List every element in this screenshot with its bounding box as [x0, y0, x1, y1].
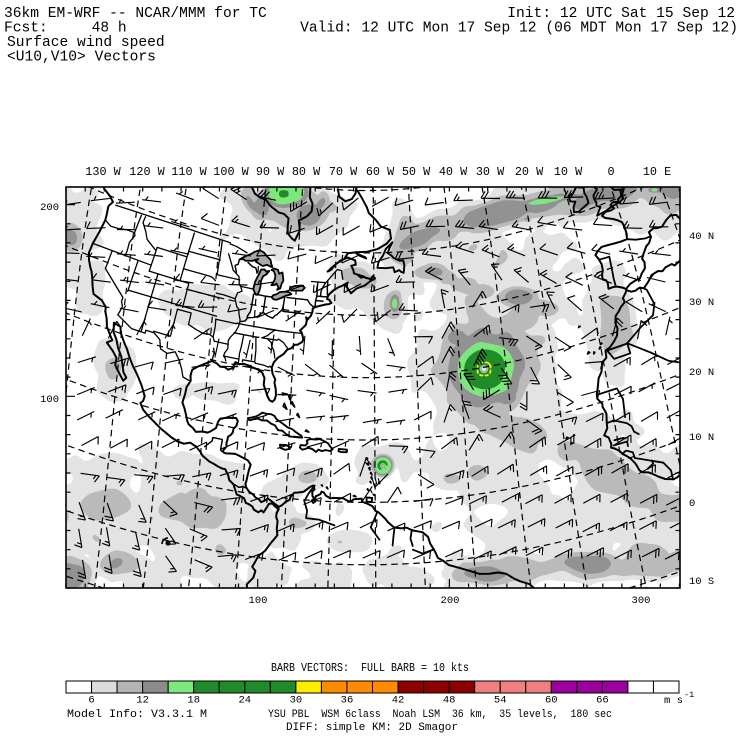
svg-text:40 W: 40 W [439, 165, 468, 179]
svg-text:24: 24 [238, 695, 251, 707]
svg-text:110 W: 110 W [171, 165, 207, 179]
svg-text:10 E: 10 E [643, 165, 671, 179]
svg-text:30 N: 30 N [689, 297, 714, 309]
svg-text:Model Info: V3.3.1 M: Model Info: V3.3.1 M [67, 709, 207, 721]
svg-text:50 W: 50 W [402, 165, 431, 179]
svg-text:36km EM-WRF -- NCAR/MMM for TC: 36km EM-WRF -- NCAR/MMM for TC [4, 6, 267, 22]
svg-text:90 W: 90 W [256, 165, 285, 179]
svg-text:100: 100 [40, 394, 59, 406]
svg-text:100 W: 100 W [213, 165, 249, 179]
svg-text:42: 42 [392, 695, 405, 707]
svg-text:<U10,V10> Vectors: <U10,V10> Vectors [7, 50, 156, 66]
svg-text:20 W: 20 W [515, 165, 544, 179]
svg-text:200: 200 [441, 595, 460, 607]
svg-text:-1: -1 [684, 690, 694, 700]
svg-text:40 N: 40 N [689, 231, 714, 243]
svg-text:DIFF: simple KM: 2D Smagor: DIFF: simple KM: 2D Smagor [286, 722, 458, 734]
svg-text:48: 48 [443, 695, 456, 707]
svg-text:130 W: 130 W [85, 165, 121, 179]
svg-text:10 W: 10 W [554, 165, 583, 179]
svg-text:12: 12 [136, 695, 149, 707]
svg-text:60: 60 [545, 695, 558, 707]
svg-text:80 W: 80 W [292, 165, 321, 179]
svg-text:200: 200 [40, 202, 59, 214]
svg-text:Init: 12 UTC Sat 15 Sep 12: Init: 12 UTC Sat 15 Sep 12 [507, 6, 735, 22]
svg-text:100: 100 [249, 595, 268, 607]
svg-text:Valid: 12 UTC Mon 17 Sep 12 (0: Valid: 12 UTC Mon 17 Sep 12 (06 MDT Mon … [300, 21, 738, 37]
svg-text:10 N: 10 N [689, 432, 714, 444]
svg-text:54: 54 [494, 695, 507, 707]
svg-text:m s: m s [664, 695, 683, 707]
svg-text:0: 0 [689, 498, 695, 510]
svg-text:BARB VECTORS: FULL BARB = 10: BARB VECTORS: FULL BARB = 10 kts [271, 661, 469, 675]
svg-text:30: 30 [290, 695, 303, 707]
svg-text:60 W: 60 W [366, 165, 395, 179]
svg-text:Surface wind speed: Surface wind speed [7, 35, 165, 51]
svg-text:10 S: 10 S [689, 576, 714, 588]
svg-text:70 W: 70 W [329, 165, 358, 179]
svg-text:66: 66 [596, 695, 609, 707]
svg-text:300: 300 [632, 595, 651, 607]
svg-text:20 N: 20 N [689, 367, 714, 379]
svg-text:YSU PBL WSM 6class Noah LSM: YSU PBL WSM 6class Noah LSM 36 km, 35 le… [268, 709, 612, 721]
svg-text:18: 18 [187, 695, 200, 707]
svg-text:6: 6 [88, 695, 94, 707]
svg-text:30 W: 30 W [476, 165, 505, 179]
svg-text:Fcst: 48 h: Fcst: 48 h [4, 21, 127, 37]
svg-text:0: 0 [607, 165, 614, 179]
svg-text:36: 36 [341, 695, 354, 707]
svg-text:120 W: 120 W [129, 165, 165, 179]
